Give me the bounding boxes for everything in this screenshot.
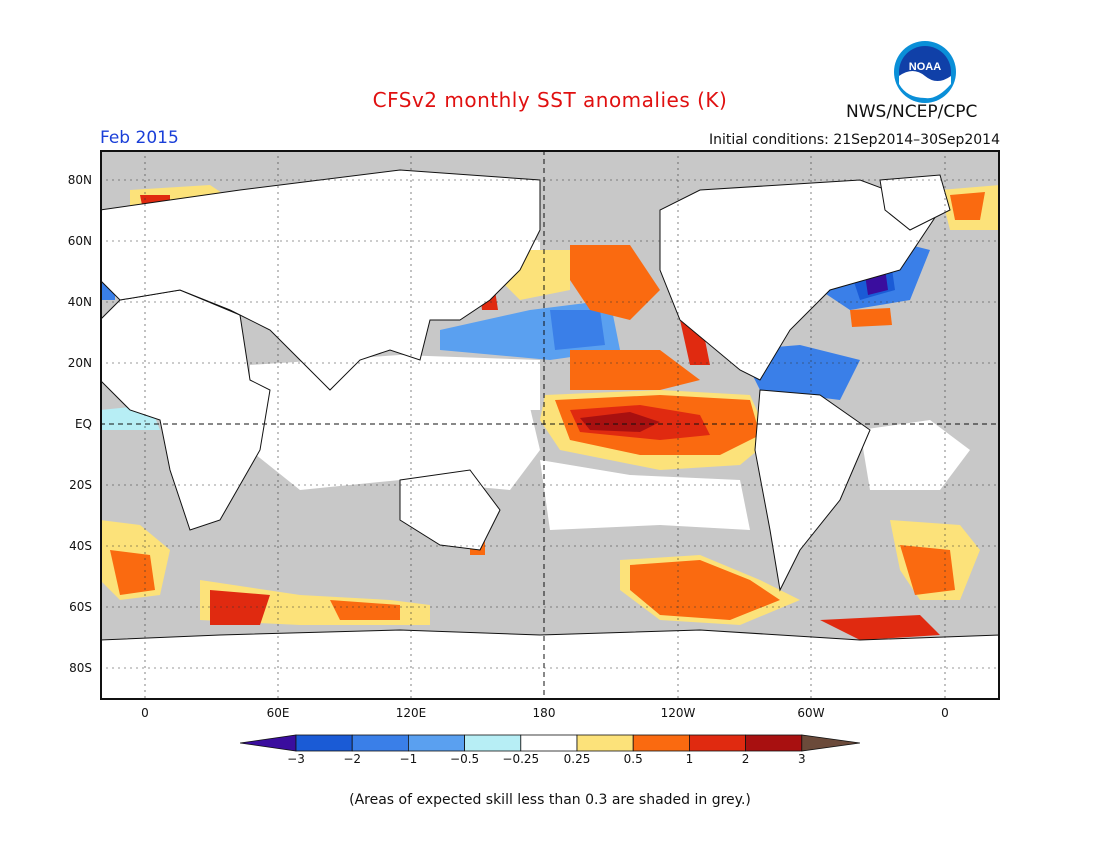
lon-label: 120W [660,706,696,720]
lon-label: 120E [395,706,427,720]
equator-dateline [100,150,1000,700]
colorbar-tick-label: −2 [343,752,362,766]
colorbar-tick-label: −1 [399,752,418,766]
lat-label: 40N [67,295,92,309]
lat-label: 20S [69,478,92,492]
colorbar-tick-label: −3 [287,752,305,766]
south-america-outline [754,389,871,592]
lat-label: EQ [74,417,92,431]
lat-label: 60N [67,234,92,248]
warm-anomaly-regions [100,185,1000,640]
graticule [100,150,1000,700]
colorbar-swatch [464,734,522,752]
colorbar-swatch [745,734,803,752]
initial-conditions: Initial conditions: 21Sep2014–30Sep2014 [708,132,1000,148]
lat-label: 80N [67,173,92,187]
colorbar-swatch [576,734,634,752]
antarctica-outline [100,629,1000,700]
colorbar-swatch [407,734,465,752]
colorbar-swatch [520,734,578,752]
noaa-logo: NOAA [894,41,956,103]
lon-label: 60E [266,706,290,720]
australia-outline [399,469,501,551]
logo-text: NOAA [909,61,941,73]
colorbar-tick-label: 3 [797,752,806,766]
colorbar-tick-label: −0.25 [502,752,540,766]
colorbar-swatch [351,734,409,752]
lon-label: 180 [532,706,556,720]
continents [100,169,1000,700]
skill-footnote: (Areas of expected skill less than 0.3 a… [349,792,751,808]
lat-label: 40S [69,539,92,553]
colorbar [240,734,860,752]
lon-label: 0 [141,706,149,720]
chart-title: CFSv2 monthly SST anomalies (K) [372,88,728,112]
africa-outline [100,289,271,531]
colorbar-tick-label: 2 [741,752,750,766]
lon-label: 60W [797,706,825,720]
eurasia-outline [100,169,541,391]
colorbar-swatch [632,734,690,752]
colorbar-tick-label: 0.5 [623,752,643,766]
colorbar-tick-label: 0.25 [563,752,591,766]
lon-label: 0 [941,706,949,720]
org-label: NWS/NCEP/CPC [846,102,978,122]
map-frame [100,150,1000,700]
lat-label: 20N [67,356,92,370]
lat-label: 60S [69,600,92,614]
colorbar-max-arrow [801,734,860,752]
colorbar-tick-label: 1 [685,752,694,766]
sst-anomaly-map [100,150,1000,700]
colorbar-swatch [295,734,353,752]
forecast-month: Feb 2015 [100,128,179,148]
greenland-outline [879,174,951,231]
colorbar-swatch [688,734,746,752]
colorbar-tick-label: −0.5 [450,752,480,766]
lat-label: 80S [69,661,92,675]
colorbar-min-arrow [240,734,297,752]
